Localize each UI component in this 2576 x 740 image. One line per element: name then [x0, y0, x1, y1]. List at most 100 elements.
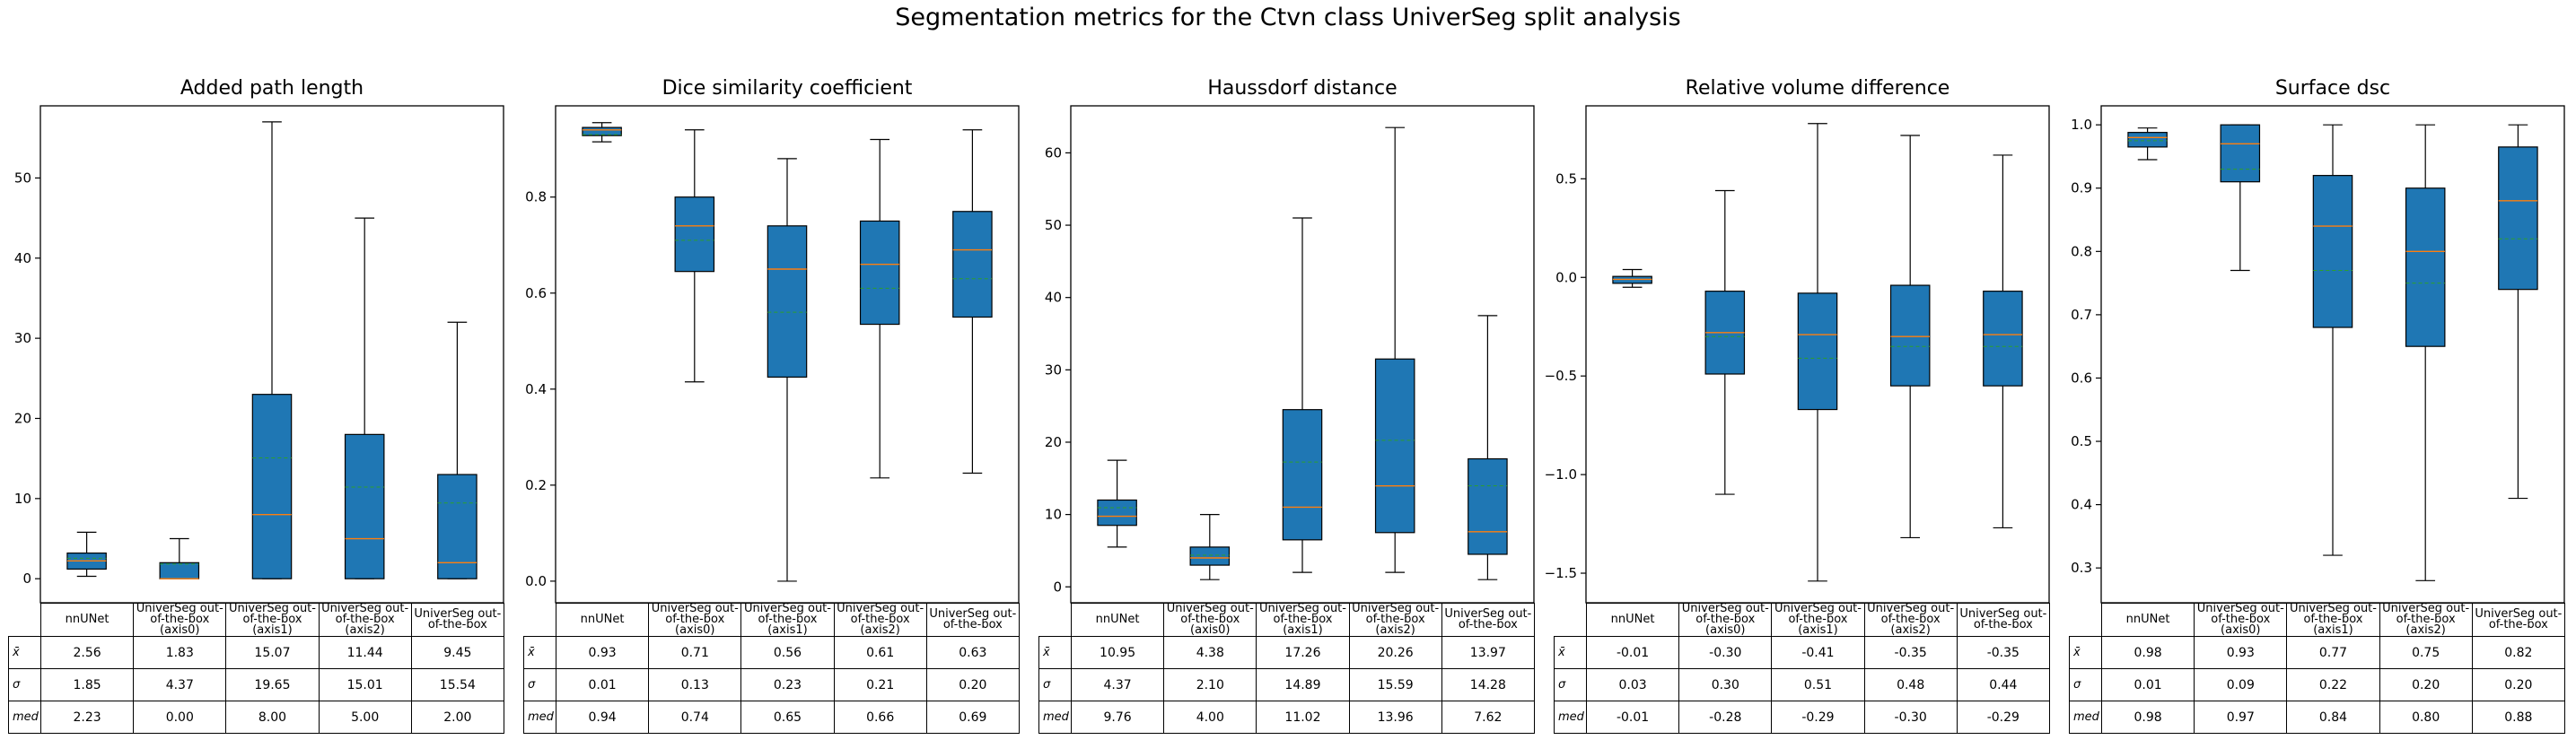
- column-header-line: UniverSeg out-: [321, 603, 409, 615]
- column-header-line: UniverSeg out-: [1352, 603, 1440, 615]
- table-cell: 8.00: [225, 701, 320, 734]
- stats-table: nnUNet UniverSeg out-of-the-box (axis0) Uni…: [1038, 603, 1535, 734]
- table-cell: 13.97: [1441, 636, 1535, 669]
- table-column-header: nnUNet: [2100, 603, 2195, 637]
- table-cell: 15.01: [318, 668, 412, 701]
- column-header-line: (axis2): [1890, 623, 1931, 637]
- table-column-header: UniverSeg out-of-the-box (axis0): [1163, 603, 1257, 637]
- column-header-line: (axis0): [1190, 623, 1231, 637]
- box-iqr: [2405, 187, 2446, 347]
- table-cell: 0.98: [2100, 701, 2195, 734]
- y-tick-label: 0: [1053, 579, 1062, 595]
- table-cell: 0.82: [2471, 636, 2565, 669]
- table-cell: 4.38: [1163, 636, 1257, 669]
- column-header-line: UniverSeg out-: [1774, 603, 1862, 615]
- table-column-header: nnUNet: [39, 603, 135, 637]
- column-header-line: of-the-box: [1788, 613, 1848, 626]
- table-column-header: UniverSeg out-of-the-box (axis1): [2286, 603, 2380, 637]
- column-header-line: (axis0): [2221, 623, 2261, 637]
- y-tick-label: 0.7: [2071, 307, 2092, 323]
- column-header-line: (axis1): [252, 623, 293, 637]
- box-1: [66, 531, 107, 578]
- panel-title: Haussdorf distance: [1207, 77, 1398, 100]
- row-label: med: [1554, 701, 1587, 734]
- column-header-line: UniverSeg out-: [1258, 603, 1346, 615]
- table-row: x̄ -0.01 -0.30 -0.41 -0.35 -0.35: [1554, 636, 2050, 669]
- row-label: x̄: [523, 636, 556, 669]
- panel-title: Surface dsc: [2274, 77, 2391, 100]
- table-cell: 17.26: [1256, 636, 1350, 669]
- box-3: [1282, 217, 1323, 573]
- table-cell: 0.94: [555, 701, 650, 734]
- table-cell: 5.00: [318, 701, 412, 734]
- column-header-line: of-the-box: [850, 613, 910, 626]
- table-cell: 0.48: [1863, 668, 1958, 701]
- y-tick-label: 0.4: [2071, 497, 2092, 513]
- column-header-line: of-the-box: [2303, 613, 2363, 626]
- y-tick-label: 0.9: [2071, 180, 2092, 196]
- table-row: x̄ 0.93 0.71 0.56 0.61 0.63: [523, 636, 1020, 669]
- column-header-line: UniverSeg out-: [2196, 603, 2284, 615]
- table-cell: 0.98: [2100, 636, 2195, 669]
- table-cell: 0.03: [1585, 668, 1680, 701]
- table-cell: 0.61: [833, 636, 927, 669]
- y-tick-label: 0.3: [2071, 560, 2092, 576]
- table-cell: 9.76: [1070, 701, 1165, 734]
- table-cell: 14.89: [1256, 668, 1350, 701]
- chart-panel-2: Dice similarity coefficient 0.0 0.2 0.4 0.6 0…: [523, 0, 1020, 740]
- box-5: [2498, 124, 2538, 500]
- chart-panel-1: Added path length 0 10 20 30 40 50 nnUNet Univer…: [8, 0, 504, 740]
- table-corner: [9, 604, 41, 637]
- column-header-line: of-the-box: [1695, 613, 1756, 626]
- table-cell: 4.00: [1163, 701, 1257, 734]
- column-header-line: of-the-box: [242, 613, 302, 626]
- y-tick-label: 50: [14, 170, 31, 186]
- column-header-line: UniverSeg out-: [2382, 603, 2470, 615]
- table-cell: 0.00: [133, 701, 227, 734]
- y-tick-label: −1.5: [1545, 565, 1577, 581]
- column-header-line: (axis0): [675, 623, 715, 637]
- column-header-line: (axis0): [160, 623, 200, 637]
- table-cell: 10.95: [1070, 636, 1165, 669]
- column-header-line: of-the-box: [942, 618, 1003, 631]
- y-tick-label: 10: [14, 491, 31, 507]
- column-header-line: UniverSeg out-: [1166, 603, 1254, 615]
- box-iqr: [251, 394, 293, 579]
- table-cell: 0.65: [740, 701, 835, 734]
- column-header-line: nnUNet: [1610, 613, 1655, 626]
- table-column-header: nnUNet: [1585, 603, 1680, 637]
- box-3: [1797, 123, 1838, 582]
- table-cell: 0.20: [2471, 668, 2565, 701]
- table-cell: -0.30: [1863, 701, 1958, 734]
- column-header-line: (axis1): [1283, 623, 1323, 637]
- box-iqr: [159, 562, 200, 579]
- column-header-line: UniverSeg out-: [2475, 607, 2563, 621]
- column-header-line: UniverSeg out-: [414, 607, 502, 621]
- box-3: [2312, 124, 2353, 556]
- row-label: med: [523, 701, 556, 734]
- table-column-header: UniverSeg out-of-the-box: [2471, 603, 2565, 637]
- box-4: [1374, 126, 1415, 573]
- y-tick-label: 0.6: [2071, 370, 2092, 386]
- column-header-line: of-the-box: [2211, 613, 2271, 626]
- box-4: [859, 138, 900, 479]
- table-column-header: UniverSeg out-of-the-box (axis2): [2379, 603, 2473, 637]
- box-2: [159, 537, 200, 579]
- table-column-header: UniverSeg out-of-the-box: [410, 603, 504, 637]
- column-header-line: of-the-box: [1365, 613, 1425, 626]
- table-cell: 0.88: [2471, 701, 2565, 734]
- y-tick-label: 10: [1045, 507, 1062, 523]
- table-cell: 2.23: [39, 701, 135, 734]
- table-cell: 0.51: [1771, 668, 1865, 701]
- table-cell: 11.02: [1256, 701, 1350, 734]
- box-iqr: [1797, 292, 1838, 411]
- table-cell: 2.56: [39, 636, 135, 669]
- table-cell: 7.62: [1441, 701, 1535, 734]
- column-header-line: UniverSeg out-: [2289, 603, 2377, 615]
- row-label: σ: [523, 668, 556, 701]
- table-cell: 0.21: [833, 668, 927, 701]
- box-iqr: [1189, 546, 1231, 566]
- box-iqr: [859, 220, 900, 326]
- row-label: σ: [2069, 668, 2102, 701]
- chart-panel-3: Haussdorf distance 0 10 20 30 40 50 60 nnUNet Uni…: [1038, 0, 1535, 740]
